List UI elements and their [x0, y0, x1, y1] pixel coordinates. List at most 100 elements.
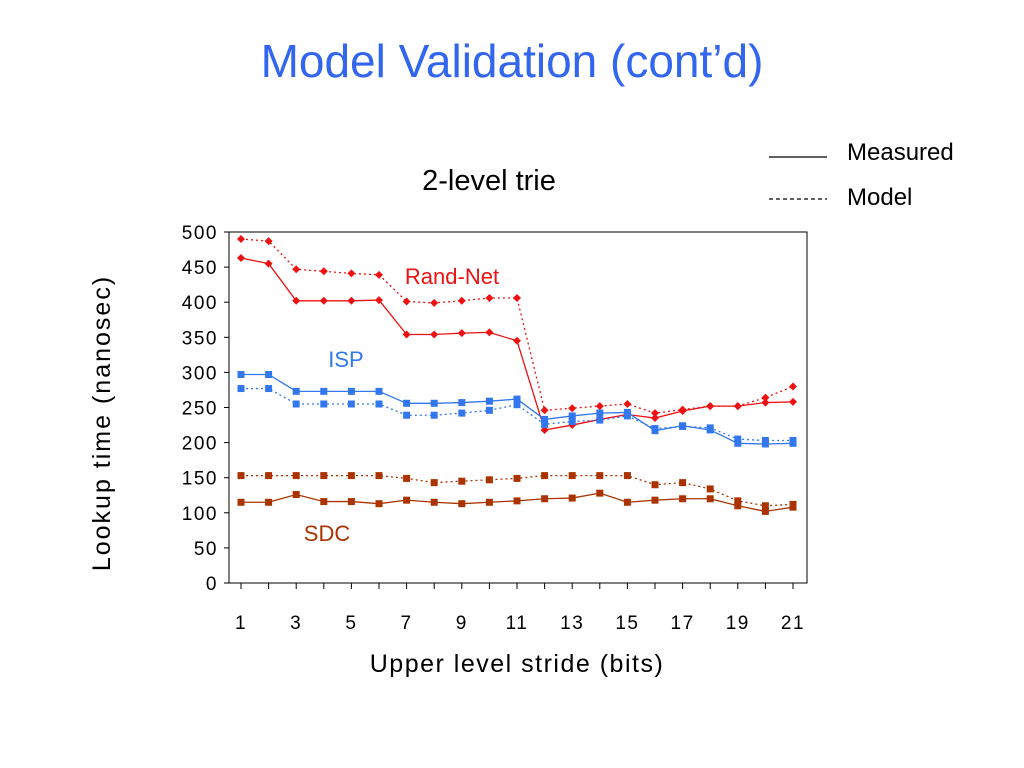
point-isp-model-21	[789, 436, 797, 444]
point-sdc-model-4	[320, 472, 328, 480]
point-isp-model-20	[761, 436, 769, 444]
point-isp-measured-20	[761, 440, 769, 448]
point-sdc-measured-17	[679, 495, 687, 503]
point-rand-net-measured-6	[375, 296, 383, 305]
x-tick-label-15: 15	[615, 613, 639, 634]
point-sdc-measured-6	[375, 500, 383, 508]
x-tick-label-9: 9	[456, 613, 468, 634]
point-rand-net-measured-3	[292, 296, 301, 305]
point-isp-model-12	[541, 420, 549, 428]
point-rand-net-measured-11	[513, 336, 521, 345]
point-isp-measured-11	[513, 395, 521, 403]
series-isp-model	[237, 385, 797, 444]
point-sdc-model-6	[375, 472, 383, 480]
point-sdc-measured-7	[403, 496, 411, 504]
point-isp-model-11	[513, 401, 521, 409]
point-sdc-model-8	[430, 479, 438, 487]
point-sdc-model-20	[761, 502, 769, 510]
point-isp-model-1	[237, 385, 245, 393]
point-rand-net-measured-1	[237, 253, 245, 262]
point-isp-measured-7	[403, 399, 411, 407]
y-tick-label-450: 450	[182, 258, 218, 279]
legend-model-label: Model	[847, 184, 912, 211]
point-rand-net-model-2	[264, 237, 273, 246]
point-isp-measured-3	[292, 387, 300, 395]
point-isp-measured-5	[347, 387, 355, 395]
point-rand-net-model-11	[513, 293, 521, 302]
point-isp-measured-1	[237, 371, 245, 379]
point-isp-model-15	[623, 412, 631, 420]
point-isp-model-13	[568, 418, 576, 426]
point-isp-measured-9	[458, 399, 466, 407]
y-tick-label-350: 350	[182, 328, 218, 349]
point-rand-net-measured-20	[761, 398, 770, 407]
point-rand-net-measured-10	[485, 328, 494, 337]
point-rand-net-model-5	[347, 269, 356, 278]
point-sdc-measured-10	[485, 498, 493, 506]
point-isp-model-2	[265, 385, 273, 393]
point-sdc-measured-20	[761, 507, 769, 515]
point-sdc-model-18	[706, 485, 714, 493]
y-tick-label-500: 500	[182, 223, 218, 244]
point-sdc-measured-13	[568, 494, 576, 502]
point-isp-model-10	[485, 406, 493, 414]
point-rand-net-model-10	[485, 293, 494, 302]
point-sdc-measured-5	[347, 498, 355, 506]
series-line-rand-net-model	[240, 238, 794, 414]
point-isp-model-16	[651, 425, 659, 433]
point-isp-model-14	[596, 416, 604, 424]
point-sdc-model-5	[347, 472, 355, 480]
point-rand-net-model-13	[568, 404, 577, 413]
point-rand-net-model-1	[237, 235, 245, 244]
point-sdc-measured-14	[596, 489, 604, 497]
point-sdc-model-12	[541, 472, 549, 480]
x-tick-label-13: 13	[560, 613, 584, 634]
series-layer	[237, 235, 797, 515]
point-sdc-measured-12	[541, 495, 549, 503]
series-line-isp-model	[241, 387, 793, 442]
point-rand-net-measured-7	[402, 330, 411, 339]
series-isp-measured	[237, 371, 797, 448]
point-isp-model-7	[403, 411, 411, 419]
x-tick-label-1: 1	[235, 613, 247, 634]
series-sdc-measured	[237, 489, 797, 515]
point-isp-measured-15	[623, 408, 631, 416]
point-isp-measured-12	[541, 415, 549, 423]
point-sdc-model-21	[789, 500, 797, 508]
point-rand-net-measured-21	[789, 397, 797, 406]
point-sdc-measured-9	[458, 500, 466, 508]
point-isp-model-19	[734, 435, 742, 443]
point-rand-net-measured-8	[430, 330, 439, 339]
point-sdc-model-9	[458, 477, 466, 485]
point-rand-net-model-15	[623, 399, 632, 408]
series-rand-net-model	[237, 235, 797, 418]
point-rand-net-model-6	[375, 270, 383, 279]
point-rand-net-measured-12	[540, 425, 549, 434]
series-label-rand-net: Rand-Net	[405, 264, 499, 289]
point-rand-net-model-14	[595, 402, 604, 411]
legend: Measured Model	[769, 139, 954, 211]
point-sdc-model-10	[485, 476, 493, 484]
y-tick-label-50: 50	[194, 539, 218, 560]
point-isp-model-9	[458, 409, 466, 417]
slide-title: Model Validation (cont’d)	[260, 35, 764, 87]
point-isp-measured-6	[375, 387, 383, 395]
x-axis-title: Upper level stride (bits)	[370, 650, 665, 678]
point-rand-net-model-7	[402, 297, 411, 306]
point-rand-net-model-20	[761, 393, 770, 402]
point-sdc-model-3	[292, 472, 300, 480]
point-rand-net-model-16	[651, 409, 659, 418]
y-tick-label-100: 100	[182, 504, 218, 525]
point-sdc-measured-1	[237, 498, 245, 506]
y-tick-label-250: 250	[182, 399, 218, 420]
point-rand-net-model-12	[540, 406, 549, 415]
point-isp-model-5	[347, 400, 355, 408]
series-label-sdc: SDC	[304, 521, 351, 546]
series-sdc-model	[237, 472, 797, 510]
y-tick-label-150: 150	[182, 469, 218, 490]
point-sdc-model-19	[734, 497, 742, 505]
point-rand-net-model-18	[706, 402, 715, 411]
point-sdc-model-17	[679, 479, 687, 487]
